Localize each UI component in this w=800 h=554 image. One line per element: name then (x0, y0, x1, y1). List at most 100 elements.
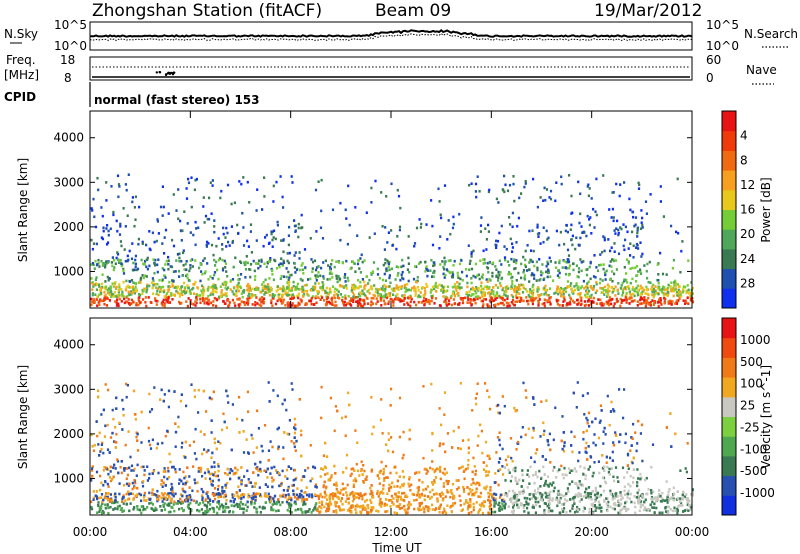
cell (408, 295, 411, 298)
cell (584, 285, 587, 289)
cell (561, 473, 564, 476)
cell (347, 279, 350, 283)
cell (495, 239, 498, 243)
cell (178, 300, 181, 304)
cell (457, 285, 460, 288)
cell (431, 488, 434, 492)
cell (486, 287, 489, 291)
cell (508, 489, 511, 493)
cell (401, 470, 404, 473)
cell (506, 304, 509, 308)
cell (536, 205, 539, 209)
cell (532, 273, 535, 277)
cell (618, 504, 621, 508)
cell (213, 273, 216, 277)
cell (501, 302, 504, 305)
cell (282, 250, 285, 254)
cell (513, 303, 516, 307)
cell (100, 206, 103, 209)
cell (498, 443, 501, 447)
cell (532, 283, 535, 287)
cell (358, 300, 361, 303)
cell (297, 222, 300, 226)
cell (413, 242, 417, 245)
cell (626, 496, 629, 499)
cell (643, 299, 646, 302)
cell (215, 260, 218, 264)
cell (367, 506, 370, 510)
cell (147, 426, 150, 430)
cell (494, 265, 497, 268)
cell (470, 287, 473, 291)
cell (204, 214, 208, 218)
cell (461, 270, 464, 274)
colorbar-segment (722, 268, 736, 289)
cell (346, 242, 349, 246)
cell (688, 292, 691, 295)
cell (562, 293, 565, 296)
cell (288, 274, 291, 277)
cell (321, 285, 324, 288)
cell (456, 488, 459, 491)
cell (171, 238, 174, 242)
cell (603, 238, 606, 242)
cell (143, 507, 146, 511)
cell (595, 280, 598, 284)
cell (536, 226, 539, 229)
cell (313, 303, 316, 306)
cell (390, 494, 393, 498)
cell (651, 506, 654, 509)
cell (179, 399, 182, 403)
cell (281, 495, 284, 498)
cell (561, 507, 564, 511)
cell (530, 456, 533, 459)
cell (98, 265, 101, 268)
cell (355, 300, 358, 303)
cell (202, 501, 205, 504)
cell (383, 302, 386, 306)
cell (112, 417, 115, 421)
cell (227, 304, 230, 308)
cell (407, 288, 410, 292)
cell (309, 299, 313, 303)
cell (213, 219, 216, 222)
cell (92, 498, 95, 501)
cell (142, 289, 145, 293)
cell (623, 248, 626, 252)
cell (170, 265, 174, 269)
cell (611, 492, 614, 496)
cell (594, 495, 597, 499)
cell (617, 233, 620, 237)
cell (622, 287, 625, 291)
cell (597, 460, 600, 463)
cell (511, 211, 514, 215)
cell (275, 267, 279, 270)
cell (388, 489, 391, 492)
cell (559, 286, 562, 290)
cell (601, 250, 604, 254)
cell (399, 485, 402, 489)
cell (538, 258, 541, 261)
cell (385, 269, 388, 273)
cell (399, 278, 402, 282)
cell (518, 196, 521, 200)
cell (480, 289, 483, 292)
cell (496, 239, 500, 243)
cell (667, 302, 670, 305)
cell (456, 274, 460, 278)
cell (104, 263, 107, 267)
cell (477, 511, 480, 514)
cell (413, 300, 416, 304)
cell (679, 469, 682, 472)
cell (122, 494, 125, 497)
cell (290, 273, 293, 277)
cell (652, 287, 655, 291)
cell (194, 481, 197, 485)
cell (344, 415, 347, 419)
cell (211, 290, 214, 294)
cell (166, 503, 169, 507)
cell (293, 445, 296, 449)
cell (430, 382, 433, 386)
cell (164, 263, 167, 266)
cell (154, 508, 157, 512)
